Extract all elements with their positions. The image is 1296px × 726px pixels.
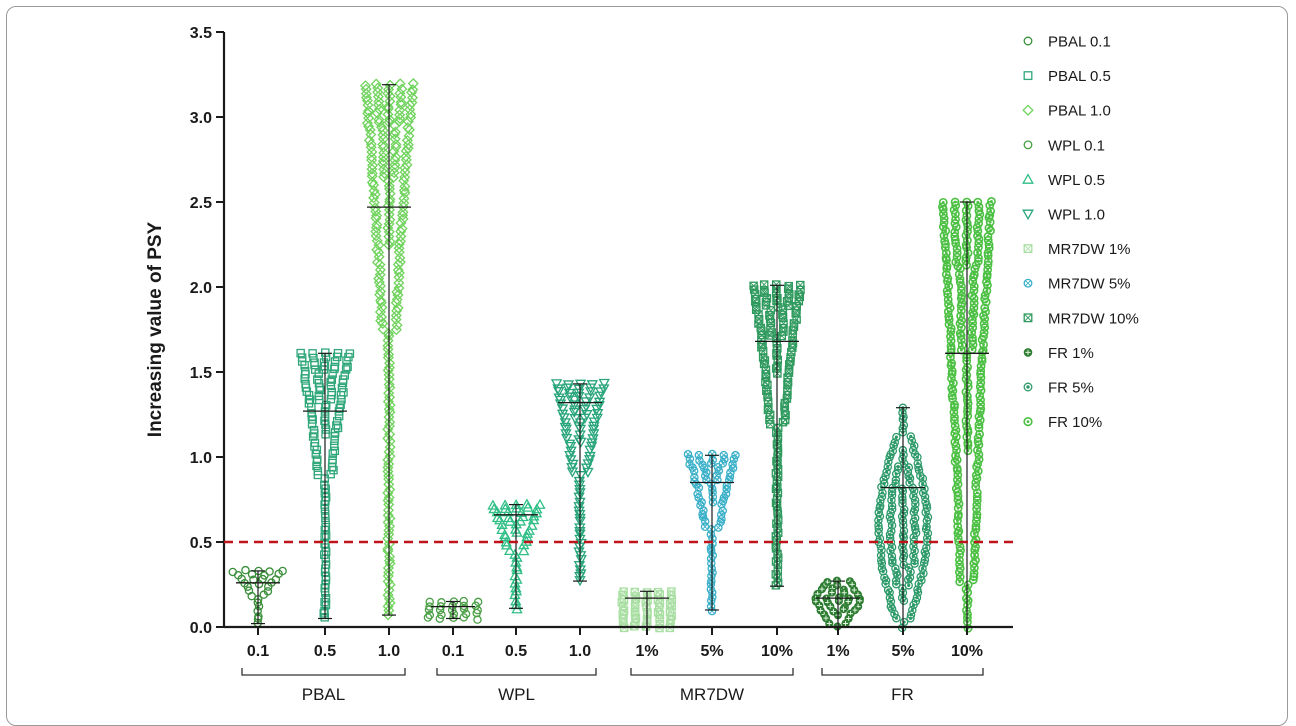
legend-item-fr-10-: FR 10% — [1023, 414, 1102, 431]
violin-dot-chart: 0.0 0.5 1.0 1.5 2.0 2.5 3.0 3.5 0.1 0.5 1.0 0.1 0.5 1… — [145, 25, 1139, 704]
legend-label: WPL 0.1 — [1048, 137, 1105, 154]
x-tick-label: 0.5 — [314, 643, 336, 660]
x-tick-label: 10% — [761, 643, 793, 660]
y-tick-label: 1.5 — [190, 365, 212, 382]
group-label: FR — [891, 685, 914, 704]
median-bar-mr7dw-10- — [755, 284, 799, 587]
median-bar-pbal-0-5 — [303, 352, 347, 620]
series-points-pbal-1-0 — [359, 77, 419, 621]
x-tick-label: 1.0 — [378, 643, 400, 660]
legend: PBAL 0.1 PBAL 0.5 PBAL 1.0 WPL 0.1 WPL 0.5 WP… — [1022, 34, 1139, 431]
data-points — [228, 77, 996, 633]
x-tick-label: 1.0 — [569, 643, 591, 660]
median-bar-mr7dw-5- — [690, 454, 734, 611]
series-points-mr7dw-10- — [749, 280, 805, 590]
legend-item-fr-5-: FR 5% — [1023, 380, 1094, 397]
legend-label: PBAL 1.0 — [1048, 103, 1111, 120]
series-points-fr-10- — [938, 197, 996, 633]
legend-label: MR7DW 1% — [1048, 241, 1131, 258]
legend-label: FR 5% — [1048, 380, 1094, 397]
legend-item-pbal-1-0: PBAL 1.0 — [1022, 103, 1111, 120]
y-axis-title: Increasing value of PSY — [145, 221, 166, 437]
group-bracket-pbal: PBAL — [241, 668, 406, 704]
median-bar-wpl-0-5 — [494, 504, 538, 609]
legend-label: WPL 0.5 — [1048, 172, 1105, 189]
legend-label: MR7DW 5% — [1048, 276, 1131, 293]
x-tick-label: 1% — [826, 643, 849, 660]
legend-item-mr7dw-5-: MR7DW 5% — [1023, 276, 1131, 293]
x-tick-label: 10% — [951, 643, 983, 660]
median-range-bars — [236, 84, 989, 628]
median-bar-pbal-0-1 — [236, 570, 280, 625]
axis-labels: 0.0 0.5 1.0 1.5 2.0 2.5 3.0 3.5 0.1 0.5 1.0 0.1 0.5 1… — [145, 25, 983, 660]
y-tick-label: 3.0 — [190, 110, 212, 127]
group-label: PBAL — [302, 685, 345, 704]
y-tick-label: 3.5 — [190, 25, 212, 42]
y-tick-label: 0.0 — [190, 620, 212, 637]
group-bracket-wpl: WPL — [436, 668, 597, 704]
legend-label: WPL 1.0 — [1048, 207, 1105, 224]
x-tick-label: 5% — [700, 643, 723, 660]
x-tick-label: 0.1 — [442, 643, 464, 660]
legend-label: PBAL 0.1 — [1048, 34, 1111, 51]
median-bar-wpl-0-1 — [431, 600, 475, 620]
y-tick-label: 1.0 — [190, 450, 212, 467]
legend-label: PBAL 0.5 — [1048, 68, 1111, 85]
legend-label: FR 1% — [1048, 345, 1094, 362]
legend-item-mr7dw-10-: MR7DW 10% — [1023, 310, 1139, 327]
x-tick-label: 0.5 — [505, 643, 527, 660]
legend-label: FR 10% — [1048, 414, 1102, 431]
legend-item-wpl-0-1: WPL 0.1 — [1023, 137, 1105, 154]
group-bracket-fr: FR — [821, 668, 984, 704]
legend-item-wpl-1-0: WPL 1.0 — [1022, 207, 1105, 224]
group-label: MR7DW — [680, 685, 744, 704]
group-brackets: PBAL WPL MR7DW FR — [241, 668, 984, 704]
legend-item-pbal-0-5: PBAL 0.5 — [1023, 68, 1111, 85]
group-bracket-mr7dw: MR7DW — [630, 668, 794, 704]
median-bar-pbal-1-0 — [367, 84, 411, 616]
legend-item-fr-1-: FR 1% — [1023, 345, 1094, 362]
group-label: WPL — [498, 685, 535, 704]
x-tick-label: 5% — [891, 643, 914, 660]
y-tick-label: 2.5 — [190, 195, 212, 212]
y-tick-label: 2.0 — [190, 280, 212, 297]
median-bar-wpl-1-0 — [558, 383, 602, 582]
legend-item-pbal-0-1: PBAL 0.1 — [1023, 34, 1111, 51]
legend-item-mr7dw-1-: MR7DW 1% — [1023, 241, 1131, 258]
legend-item-wpl-0-5: WPL 0.5 — [1022, 172, 1105, 189]
x-tick-label: 0.1 — [247, 643, 269, 660]
x-tick-label: 1% — [635, 643, 658, 660]
axes — [216, 31, 1013, 635]
series-points-fr-5- — [874, 403, 933, 633]
y-tick-label: 0.5 — [190, 535, 212, 552]
legend-label: MR7DW 10% — [1048, 310, 1139, 327]
